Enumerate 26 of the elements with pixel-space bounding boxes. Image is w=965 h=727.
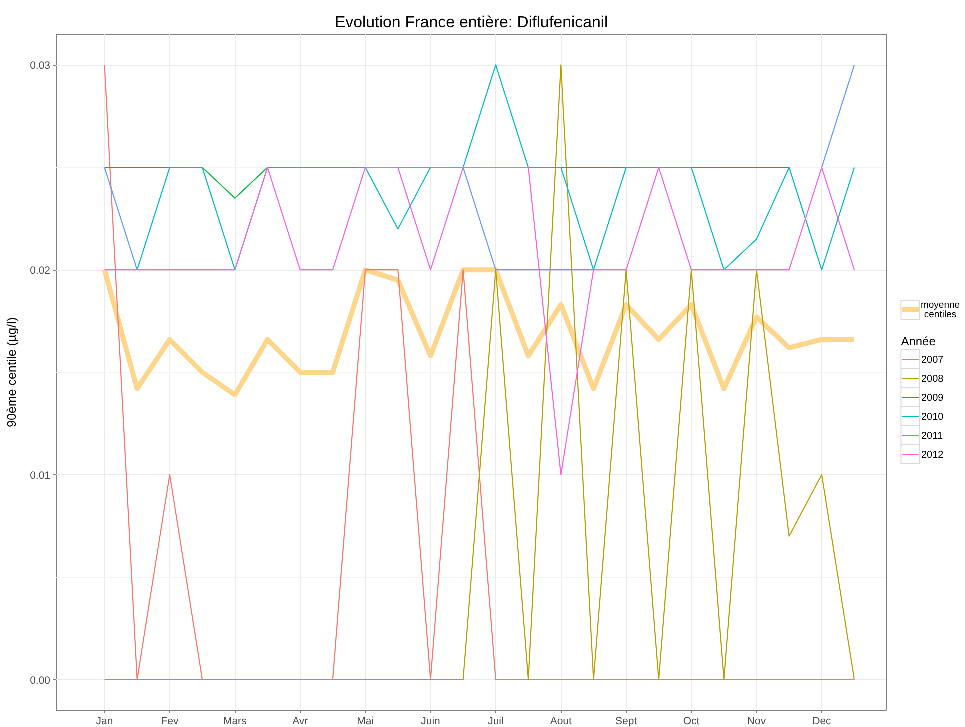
y-tick-label: 0.00 <box>30 674 51 687</box>
x-tick-label: Juil <box>488 716 504 727</box>
x-tick-label: Jan <box>96 716 114 727</box>
x-tick-label: Avr <box>292 716 309 727</box>
legend-label: 2011 <box>922 431 944 442</box>
x-tick-label: Dec <box>812 716 832 727</box>
y-tick-label: 0.02 <box>30 265 51 278</box>
x-tick-label: Mai <box>357 716 374 727</box>
y-tick-label: 0.01 <box>30 470 51 482</box>
x-tick-label: Mars <box>223 716 247 727</box>
x-tick-label: Sept <box>616 716 638 727</box>
x-tick-label: Juin <box>421 716 441 727</box>
x-tick-label: Oct <box>683 716 700 727</box>
x-tick-label: Fev <box>161 716 180 727</box>
y-axis-title: 90ème centile (µg/l) <box>5 317 20 428</box>
legend-label: 2010 <box>922 412 944 423</box>
legend-title: Année <box>901 334 936 348</box>
legend-label: moyenne centiles <box>920 300 960 320</box>
x-tick-label: Aout <box>550 716 572 727</box>
legend-label: 2007 <box>922 355 944 366</box>
legend-label: 2012 <box>922 450 944 461</box>
chart-title: Evolution France entière: Diflufenicanil <box>334 14 608 32</box>
legend-label: 2009 <box>922 393 944 404</box>
x-tick-label: Nov <box>747 716 767 727</box>
legend-label: 2008 <box>922 374 944 385</box>
y-tick-label: 0.03 <box>30 60 51 72</box>
